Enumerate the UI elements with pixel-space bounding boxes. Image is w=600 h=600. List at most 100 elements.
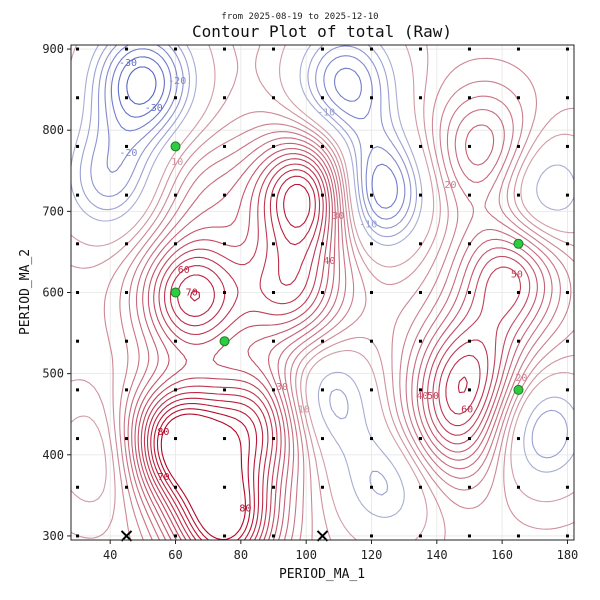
sample-point — [223, 242, 227, 246]
sample-point — [516, 193, 520, 197]
contour-label: 30 — [276, 382, 288, 393]
sample-point — [418, 144, 422, 148]
sample-point — [272, 291, 276, 294]
sample-point — [467, 339, 471, 343]
sample-point — [321, 47, 324, 51]
sample-point — [76, 144, 80, 148]
x-tick-label: 120 — [361, 548, 383, 562]
sample-point — [467, 388, 471, 392]
sample-point — [125, 485, 129, 489]
sample-point — [223, 437, 227, 441]
sample-point — [369, 47, 373, 51]
sample-point — [174, 437, 178, 441]
sample-point — [125, 339, 129, 343]
sample-point — [565, 96, 569, 100]
sample-point — [418, 339, 422, 343]
contour-line — [134, 147, 538, 540]
contour-line — [71, 45, 574, 540]
contour-label: -10 — [359, 219, 377, 230]
contour-layer — [71, 45, 574, 540]
highlight-point — [170, 141, 181, 152]
point-layer — [76, 47, 569, 542]
contour-label-layer: -30-30-20-20-10-101010202030304040505060… — [119, 58, 527, 515]
sample-point — [565, 388, 569, 392]
contour-label: 10 — [298, 405, 310, 416]
contour-line — [103, 57, 574, 540]
sample-point — [76, 437, 80, 441]
sample-point — [565, 291, 569, 294]
sample-point — [369, 144, 373, 148]
highlight-point — [170, 287, 181, 298]
sample-point — [76, 47, 80, 51]
sample-point — [125, 291, 129, 294]
sample-point — [369, 96, 373, 100]
sample-point — [174, 193, 178, 197]
sample-point — [125, 388, 129, 392]
sample-point — [272, 193, 276, 197]
contour-label: -20 — [168, 76, 186, 87]
contour-label: -30 — [119, 58, 137, 69]
sample-point — [321, 144, 324, 148]
sample-point — [369, 193, 373, 197]
contour-line — [123, 95, 561, 540]
sample-point — [174, 339, 178, 343]
sample-point — [321, 96, 324, 100]
sample-point — [369, 437, 373, 441]
y-axis-label: PERIOD_MA_2 — [18, 249, 33, 335]
sample-point — [369, 291, 373, 294]
sample-point — [321, 339, 324, 343]
y-tick-label: 700 — [42, 204, 64, 218]
sample-point — [125, 242, 129, 246]
sample-point — [272, 388, 276, 392]
sample-point — [516, 485, 520, 489]
sample-point — [125, 96, 129, 100]
contour-line — [146, 169, 481, 540]
sample-point — [565, 193, 569, 197]
contour-label: 50 — [427, 391, 439, 402]
sample-point — [516, 437, 520, 441]
sample-point — [76, 193, 80, 197]
contour-line — [110, 48, 398, 209]
sample-point — [418, 193, 422, 197]
cross-marker — [120, 530, 133, 542]
contour-line — [119, 80, 572, 540]
sample-point — [174, 242, 178, 246]
x-tick-label: 60 — [168, 548, 182, 562]
y-tick-label: 600 — [42, 286, 64, 300]
x-tick-label: 100 — [295, 548, 317, 562]
sample-point — [272, 144, 276, 148]
sample-point — [516, 339, 520, 343]
sample-point — [516, 47, 520, 51]
sample-point — [174, 485, 178, 489]
contour-line — [153, 183, 311, 540]
sample-point — [321, 388, 324, 392]
y-tick-label: 300 — [42, 529, 64, 543]
sample-point — [565, 144, 569, 148]
sample-point — [76, 534, 80, 538]
contour-label: 80 — [239, 504, 251, 515]
sample-point — [369, 534, 373, 538]
contour-line — [117, 56, 165, 118]
sample-point — [272, 339, 276, 343]
sample-point — [125, 437, 129, 441]
sample-point — [369, 339, 373, 343]
x-tick-label: 180 — [557, 548, 579, 562]
contour-line — [160, 413, 246, 540]
sample-point — [418, 534, 422, 538]
sample-point — [418, 437, 422, 441]
sample-point — [223, 534, 227, 538]
sample-point — [467, 485, 471, 489]
highlight-point — [513, 384, 524, 395]
x-tick-label: 40 — [103, 548, 117, 562]
sample-point — [76, 291, 80, 294]
contour-line — [79, 45, 569, 496]
sample-point — [272, 534, 276, 538]
sample-point — [467, 144, 471, 148]
sample-point — [418, 291, 422, 294]
contour-label: 20 — [515, 373, 527, 384]
sample-point — [76, 339, 80, 343]
contour-label: 80 — [157, 427, 169, 438]
sample-point — [223, 144, 227, 148]
sample-point — [272, 242, 276, 246]
sample-point — [76, 388, 80, 392]
